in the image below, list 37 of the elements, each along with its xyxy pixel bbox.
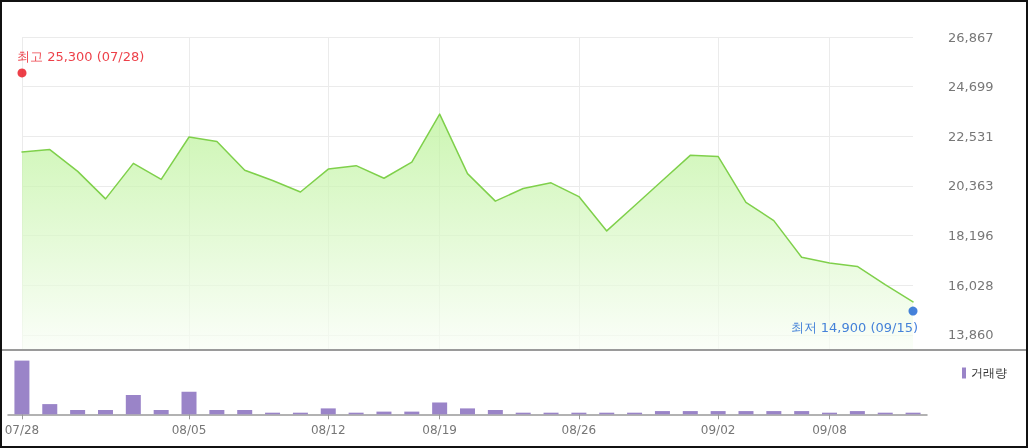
x-tick-label: 09/08 xyxy=(812,423,847,438)
bar xyxy=(682,411,698,415)
bar xyxy=(125,394,141,415)
bar xyxy=(181,391,197,415)
bar xyxy=(710,411,726,415)
bar xyxy=(97,410,113,415)
x-tick-label: 08/05 xyxy=(171,423,207,438)
x-tick-label: 08/19 xyxy=(422,423,457,438)
bar xyxy=(209,410,225,415)
y-tick-label: 16,028 xyxy=(948,277,994,293)
y-tick-label: 18,196 xyxy=(948,228,994,244)
bar xyxy=(42,404,58,415)
bar xyxy=(70,410,86,415)
bar xyxy=(460,408,475,415)
x-tick-label: 07/28 xyxy=(4,423,40,438)
bar xyxy=(738,411,754,415)
data-label: 최고 25,300 (07/28) xyxy=(17,49,145,65)
y-tick-label: 13,860 xyxy=(948,327,994,343)
y-tick-label: 24,699 xyxy=(948,79,994,95)
bar xyxy=(654,411,670,415)
bar xyxy=(153,410,169,415)
y-tick-label: 26,867 xyxy=(948,29,994,45)
y-tick-label: 20,363 xyxy=(948,178,994,194)
legend-label: 거래량 xyxy=(971,366,1007,380)
bar xyxy=(14,360,30,415)
bar xyxy=(487,410,503,415)
x-tick-label: 08/12 xyxy=(310,423,346,438)
x-tick-label: 09/02 xyxy=(700,423,736,438)
bar xyxy=(849,411,865,415)
bar xyxy=(794,411,810,415)
y-tick-label: 22,531 xyxy=(948,128,994,144)
bar xyxy=(320,408,336,415)
data-label: 최저 14,900 (09/15) xyxy=(790,319,918,335)
bar xyxy=(432,402,448,415)
x-tick-label: 08/26 xyxy=(561,423,597,438)
bar xyxy=(237,410,253,415)
bar xyxy=(766,411,782,415)
